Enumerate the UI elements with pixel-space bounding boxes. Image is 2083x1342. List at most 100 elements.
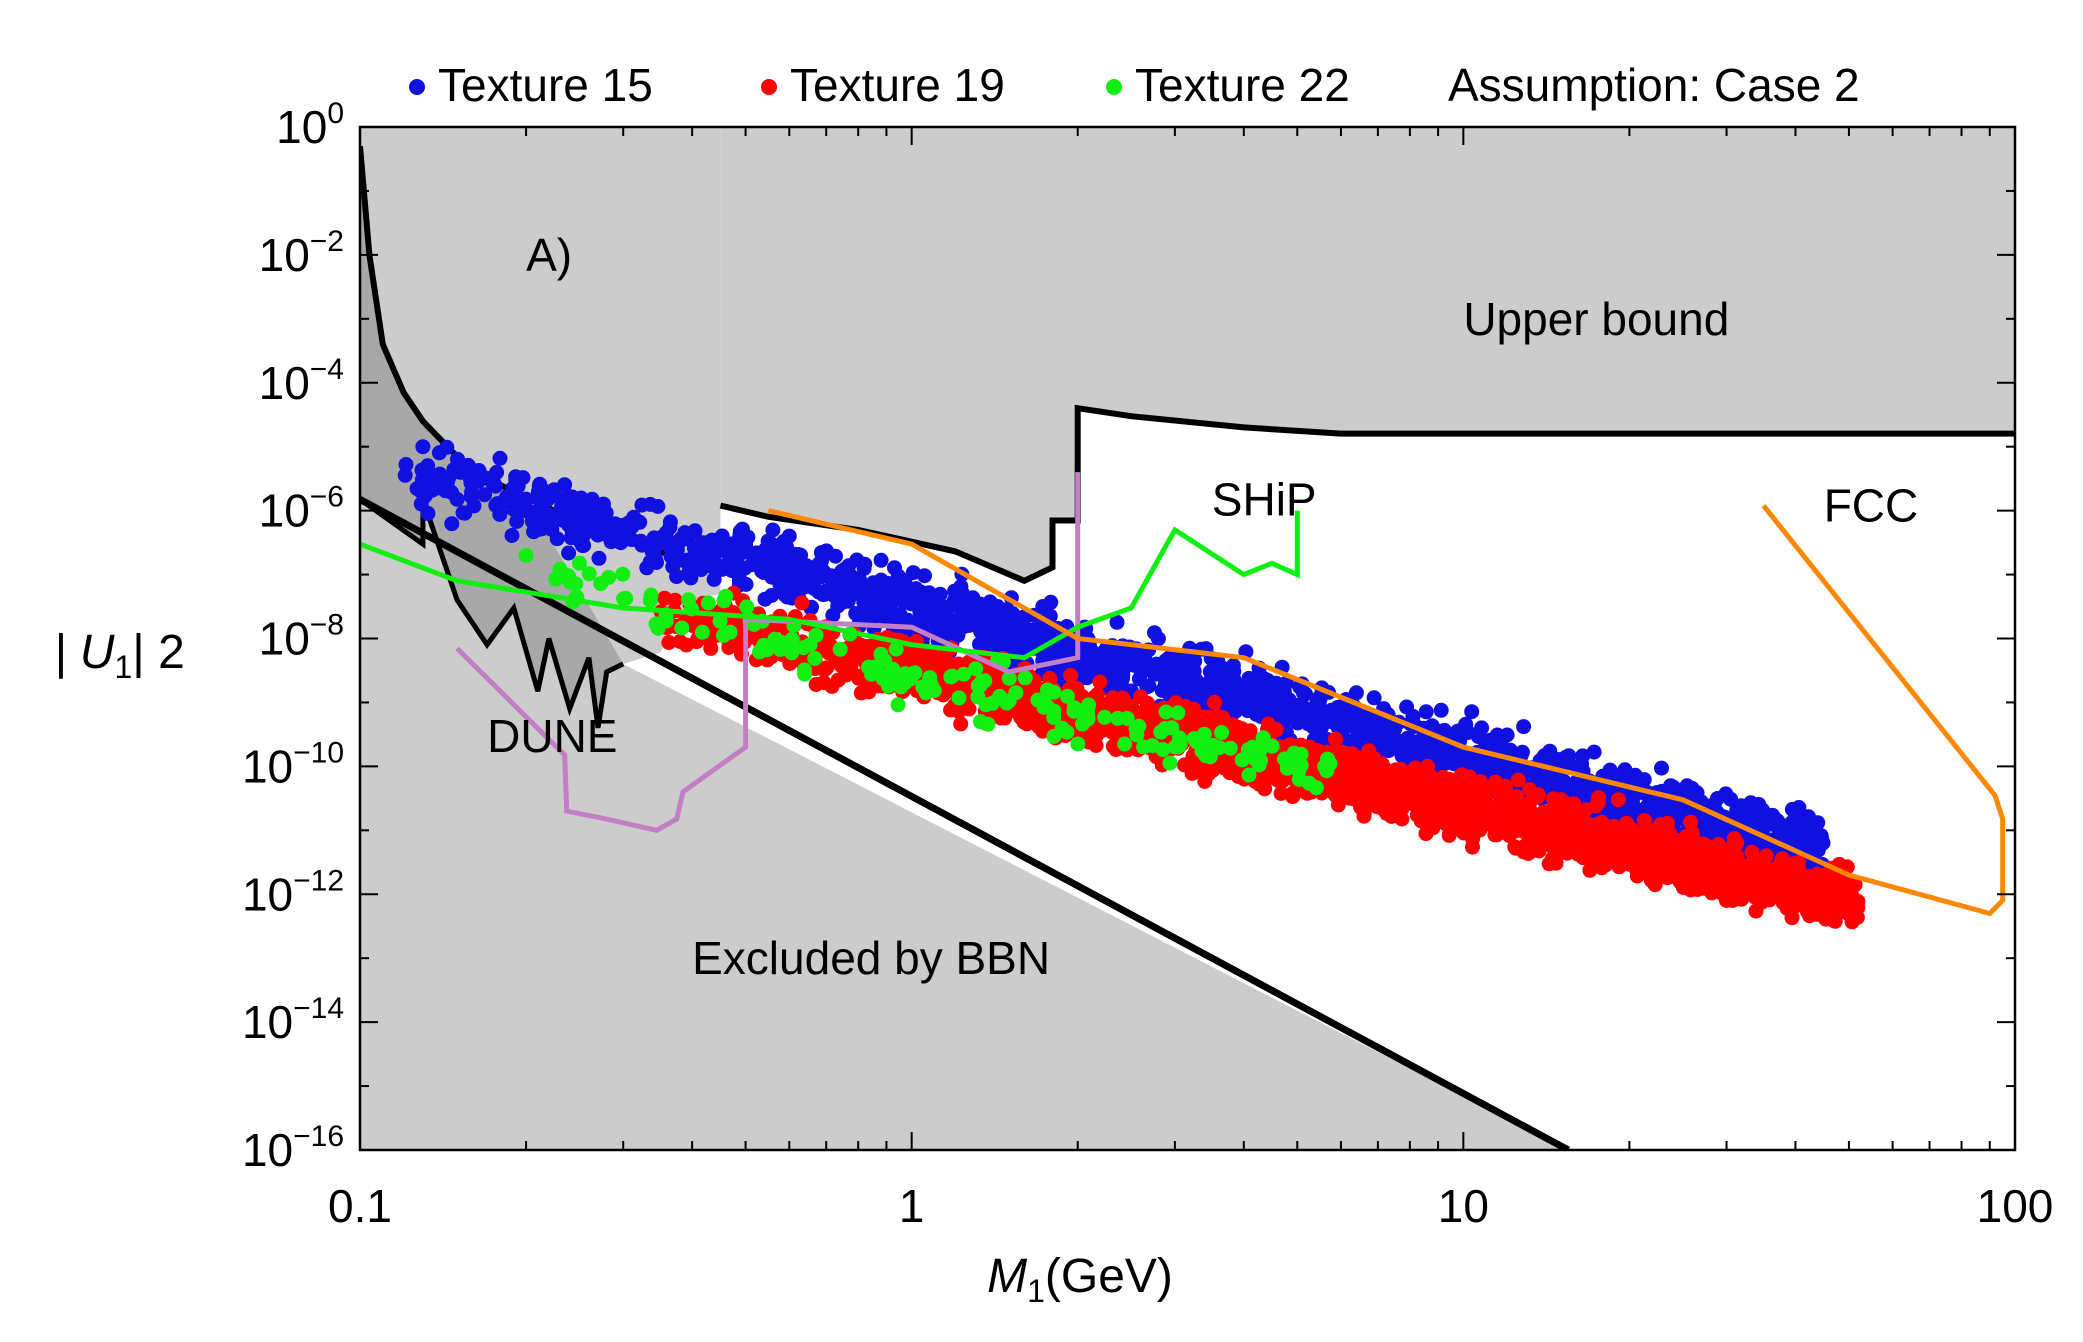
- scatter-point: [1147, 625, 1162, 641]
- scatter-point: [1219, 673, 1235, 689]
- scatter-point: [1195, 709, 1211, 725]
- scatter-point: [842, 658, 858, 674]
- scatter-point: [974, 610, 990, 625]
- scatter-point: [1243, 695, 1259, 711]
- upper-bound-excluded-region: [360, 127, 2015, 581]
- scatter-point: [1459, 800, 1475, 816]
- scatter-point: [561, 545, 577, 561]
- legend: Texture 15 Texture 19 Texture 22 Assumpt…: [409, 59, 1860, 111]
- scatter-point: [869, 584, 885, 600]
- scatter-point: [933, 657, 949, 673]
- scatter-point: [1759, 862, 1775, 878]
- scatter-point: [744, 557, 760, 573]
- scatter-point: [1588, 798, 1604, 814]
- scatter-point: [591, 550, 607, 566]
- scatter-point: [534, 521, 550, 537]
- y-tick-labels: 100 10−2 10−4 10−6 10−8 10−10 10−12 10−14 10−16: [242, 97, 344, 1176]
- scatter-point: [943, 669, 959, 685]
- scatter-point: [905, 666, 921, 682]
- scatter-point: [1677, 846, 1693, 862]
- scatter-point: [956, 666, 972, 682]
- y-axis-label: | U1| 2: [54, 626, 185, 685]
- scatter-point: [1441, 808, 1457, 824]
- scatter-point: [1113, 675, 1129, 691]
- scatter-point: [1471, 729, 1486, 745]
- y-tick-label: 10−14: [242, 992, 344, 1048]
- scatter-point: [693, 552, 709, 568]
- scatter-point: [968, 661, 984, 677]
- scatter-point: [1285, 785, 1301, 801]
- scatter-point: [650, 499, 666, 514]
- scatter-point: [1016, 609, 1032, 625]
- scatter-point: [1564, 819, 1580, 835]
- scatter-point: [1176, 651, 1192, 667]
- scatter-point: [851, 670, 867, 686]
- scatter-point: [1517, 824, 1533, 840]
- scatter-point: [1162, 664, 1178, 680]
- annotations: A) Upper bound Excluded by BBN DUNE SHiP FCC: [487, 229, 1918, 984]
- scatter-point: [593, 576, 609, 592]
- legend-marker-texture-22: [1106, 79, 1122, 95]
- y-tick-label: 10−8: [259, 609, 344, 665]
- scatter-point: [398, 457, 414, 472]
- scatter-point: [1034, 693, 1050, 709]
- axis-ticks: [359, 126, 2015, 1151]
- y-tick-label: 10−4: [259, 353, 344, 409]
- scatter-point: [1241, 767, 1257, 783]
- scatter-point: [1802, 869, 1818, 885]
- scatter-point: [1679, 778, 1695, 794]
- scatter-point: [1097, 709, 1113, 725]
- scatter-point: [1493, 733, 1509, 749]
- scatter-point: [1451, 816, 1467, 832]
- scatter-point: [1244, 673, 1260, 689]
- scatter-point: [1477, 782, 1493, 798]
- scatter-point: [1510, 772, 1526, 788]
- scatter-point: [639, 560, 655, 576]
- scatter-point: [464, 484, 480, 500]
- scatter-point: [994, 709, 1010, 725]
- scatter-point: [1293, 746, 1309, 762]
- scatter-point: [601, 528, 616, 544]
- scatter-point: [899, 587, 915, 603]
- scatter-point: [1373, 726, 1389, 742]
- scatter-point: [1028, 713, 1044, 729]
- scatter-point: [1345, 767, 1361, 783]
- scatter-point: [1117, 736, 1133, 752]
- scatter-point: [1737, 877, 1753, 893]
- scatter-point: [1175, 679, 1191, 695]
- scatter-point: [1621, 856, 1637, 872]
- scatter-point: [1330, 797, 1346, 813]
- scatter-point: [1594, 860, 1610, 876]
- scatter-point: [439, 439, 455, 455]
- scatter-point: [1438, 782, 1454, 798]
- scatter-point: [1113, 646, 1128, 662]
- scatter-point: [510, 501, 526, 517]
- y-tick-label: 10−6: [259, 481, 344, 537]
- scatter-point: [499, 489, 515, 505]
- scatter-point: [1641, 867, 1657, 883]
- scatter-point: [1582, 862, 1598, 878]
- scatter-point: [1776, 872, 1792, 888]
- scatter-point: [659, 531, 675, 547]
- scatter-point: [848, 606, 864, 621]
- scatter-point: [784, 579, 800, 595]
- scatter-point: [648, 616, 664, 632]
- scatter-point: [518, 547, 534, 563]
- scatter-point: [446, 462, 462, 478]
- bbn-excluded-region: [360, 127, 1569, 1150]
- scatter-point: [1080, 711, 1096, 727]
- scatter-point: [1735, 811, 1751, 826]
- scatter-point: [951, 703, 967, 719]
- scatter-point: [1327, 731, 1343, 747]
- scatter-point: [880, 575, 896, 591]
- scatter-point: [1248, 741, 1264, 756]
- scatter-point: [841, 558, 857, 574]
- scatter-point: [1162, 755, 1178, 771]
- scatter-point: [677, 525, 693, 541]
- scatter-point: [1610, 792, 1626, 808]
- scatter-point: [1074, 658, 1090, 673]
- y-tick-label: 10−2: [259, 225, 344, 281]
- scatter-point: [758, 541, 774, 557]
- scatter-point: [1681, 876, 1697, 892]
- scatter-point: [662, 519, 678, 535]
